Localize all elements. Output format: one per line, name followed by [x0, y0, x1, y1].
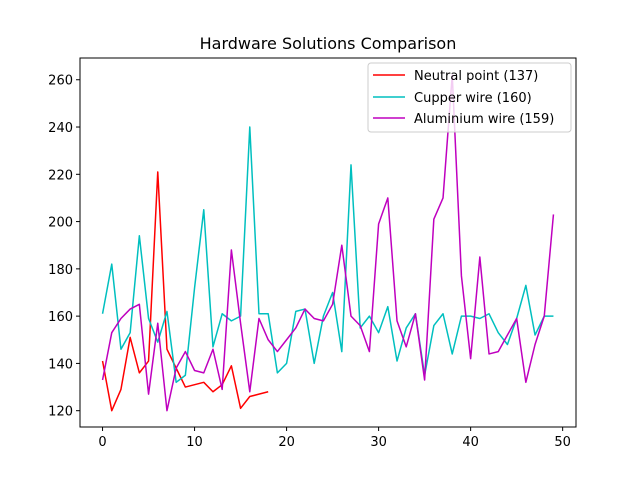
x-tick-label: 50 [554, 435, 571, 450]
chart-title: Hardware Solutions Comparison [200, 34, 457, 53]
y-tick-label: 220 [48, 168, 73, 183]
y-tick-label: 200 [48, 216, 73, 231]
y-tick-label: 260 [48, 74, 73, 89]
series-line-aluminium-wire [101, 74, 555, 412]
series-line-cupper-wire [101, 126, 554, 384]
y-tick-label: 120 [48, 405, 73, 420]
x-tick-label: 30 [370, 435, 387, 450]
y-tick-label: 160 [48, 310, 73, 325]
legend-label-cupper-wire: Cupper wire (160) [414, 91, 532, 106]
y-axis: 120 140 160 180 200 220 240 260 [48, 74, 80, 420]
x-tick-label: 20 [278, 435, 295, 450]
legend-box [367, 62, 572, 133]
x-tick-label: 40 [462, 435, 479, 450]
series-lines [101, 74, 555, 412]
x-axis: 0 10 20 30 40 50 [98, 427, 571, 450]
x-tick-label: 0 [98, 435, 106, 450]
legend-label-neutral-point: Neutral point (137) [414, 69, 538, 84]
series-line-neutral-point [101, 171, 269, 412]
legend: Neutral point (137) Cupper wire (160) Al… [367, 62, 572, 133]
y-tick-label: 180 [48, 263, 73, 278]
legend-label-aluminium-wire: Aluminium wire (159) [414, 112, 554, 127]
x-tick-label: 10 [186, 435, 203, 450]
y-tick-label: 240 [48, 121, 73, 136]
y-tick-label: 140 [48, 357, 73, 372]
plot-area-frame [79, 57, 577, 428]
